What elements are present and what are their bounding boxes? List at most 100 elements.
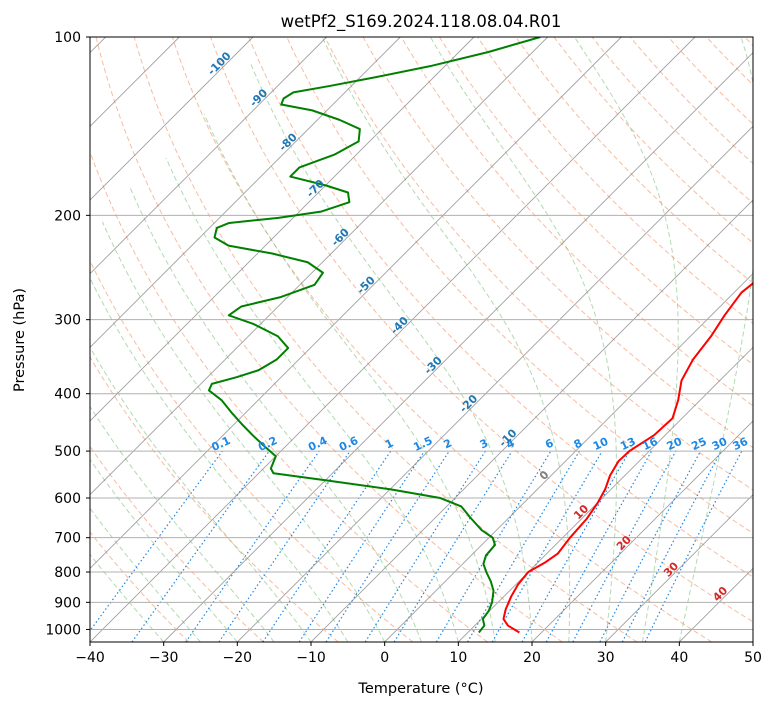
isotherm-line — [90, 37, 401, 348]
mixing-ratio-line — [262, 450, 392, 642]
mixing-ratio-label: 20 — [665, 435, 685, 453]
mixing-ratio-line — [131, 450, 270, 642]
dry-adiabat-line — [90, 445, 264, 642]
isotherm-line — [90, 37, 696, 642]
mixing-ratio-line — [90, 450, 223, 632]
x-tick-label: −40 — [75, 650, 105, 666]
dry-adiabat-line — [400, 37, 753, 407]
x-tick-label: 30 — [597, 650, 615, 666]
mixing-ratio-line — [393, 450, 513, 642]
line-labels: 0.1 0.2 0.4 0.6 1 1.5 2 3 4 6 8 10 13 16 20 25 30 36-100-… — [205, 49, 750, 604]
mixing-ratio-label: 6 — [543, 436, 556, 451]
moist-adiabat-line — [321, 37, 571, 642]
dry-adiabat-label: 40 — [710, 584, 730, 604]
dry-adiabat-line — [90, 259, 414, 642]
dry-adiabat-line — [171, 37, 712, 642]
chart-title: wetPf2_S169.2024.118.08.04.R01 — [281, 12, 562, 32]
moist-adiabat-line — [90, 346, 312, 642]
dry-adiabat-line — [95, 37, 563, 642]
moist-adiabat-line — [249, 61, 533, 642]
dry-adiabat-line — [133, 37, 638, 642]
dewpoint-profile — [207, 37, 541, 634]
x-tick-label: 0 — [380, 650, 389, 666]
mixing-ratio-label: 30 — [710, 435, 730, 453]
dry-adiabat-label: 30 — [661, 559, 681, 579]
x-tick-label: −20 — [223, 650, 253, 666]
dry-adiabat-line — [90, 531, 190, 642]
x-axis-title: Temperature (°C) — [357, 681, 483, 697]
mixing-ratio-line — [325, 450, 450, 642]
isotherm-line — [752, 641, 753, 642]
isotherm-line — [90, 37, 622, 569]
isotherm-line — [90, 37, 475, 422]
dry-adiabat-line — [744, 37, 753, 47]
dry-adiabat-label: 0 — [537, 468, 552, 483]
dry-adiabat-line — [706, 37, 753, 86]
dry-adiabat-line — [248, 37, 753, 578]
dry-adiabat-line — [210, 37, 753, 623]
isotherm-line — [605, 494, 753, 642]
dry-adiabat-label: 10 — [571, 502, 591, 522]
moist-adiabat-line — [678, 37, 753, 642]
y-tick-label: 100 — [54, 30, 81, 46]
y-tick-label: 400 — [54, 387, 81, 403]
mixing-ratio-line — [572, 450, 677, 642]
moist-adiabat-line — [574, 37, 679, 642]
moist-adiabat-line — [90, 276, 349, 642]
dry-adiabat-label: -20 — [457, 392, 480, 415]
y-tick-label: 300 — [54, 313, 81, 329]
moist-adiabat-line — [90, 507, 201, 642]
mixing-ratio-line — [298, 450, 425, 642]
mixing-ratio-label: 1 — [383, 436, 395, 451]
mixing-ratio-line — [599, 450, 702, 642]
isotherm-line — [310, 199, 753, 642]
isotherm-line — [237, 125, 753, 642]
y-tick-label: 500 — [54, 444, 81, 460]
dry-adiabat-line — [477, 37, 753, 325]
y-tick-label: 200 — [54, 208, 81, 224]
moist-adiabat-line — [129, 188, 422, 642]
dry-adiabat-line — [553, 37, 753, 244]
moist-adiabat-line — [90, 458, 238, 642]
dry-adiabat-label: -50 — [354, 273, 377, 296]
isotherm-line — [90, 37, 548, 496]
moist-adiabat-line — [90, 405, 275, 642]
dry-adiabat-label: -100 — [205, 49, 234, 78]
dry-adiabat-label: -10 — [496, 426, 519, 449]
mixing-ratio-line — [521, 450, 631, 642]
y-tick-label: 800 — [54, 565, 81, 581]
isotherm-line — [163, 52, 753, 642]
mixing-ratio-line — [185, 450, 320, 642]
dry-adiabat-line — [668, 37, 753, 125]
moist-adiabat-line — [429, 37, 618, 642]
mixing-ratio-label: 25 — [689, 435, 708, 453]
y-tick-label: 900 — [54, 595, 81, 611]
moist-adiabat-line — [203, 114, 496, 642]
mixing-ratio-label: 16 — [640, 435, 660, 453]
axes: −40 −30 −20 −10 0 10 20 30 40 5010020030040050060… — [45, 30, 762, 666]
dry-adiabat-line — [591, 37, 753, 204]
mixing-ratio-label: 10 — [591, 435, 611, 453]
mixing-ratio-line — [218, 450, 351, 642]
y-tick-label: 700 — [54, 531, 81, 547]
y-tick-label: 1000 — [45, 622, 81, 638]
isotherm-line — [384, 273, 753, 642]
x-tick-label: −30 — [149, 650, 179, 666]
mixing-ratio-label: 36 — [731, 435, 751, 453]
dry-adiabat-line — [90, 356, 339, 642]
x-tick-label: 40 — [670, 650, 688, 666]
pressure-grid — [90, 37, 753, 630]
y-axis-title: Pressure (hPa) — [12, 288, 28, 392]
isotherm-line — [90, 37, 327, 275]
mixing-ratio-line — [644, 450, 743, 642]
isotherm-line — [531, 420, 753, 642]
mixing-ratio-label: 2 — [442, 436, 454, 451]
dry-adiabat-line — [515, 37, 753, 284]
background-lines — [90, 37, 753, 642]
x-tick-label: 50 — [744, 650, 762, 666]
moist-adiabat-line — [90, 553, 165, 642]
isotherm-line — [90, 37, 254, 201]
mixing-ratio-line — [545, 450, 653, 642]
